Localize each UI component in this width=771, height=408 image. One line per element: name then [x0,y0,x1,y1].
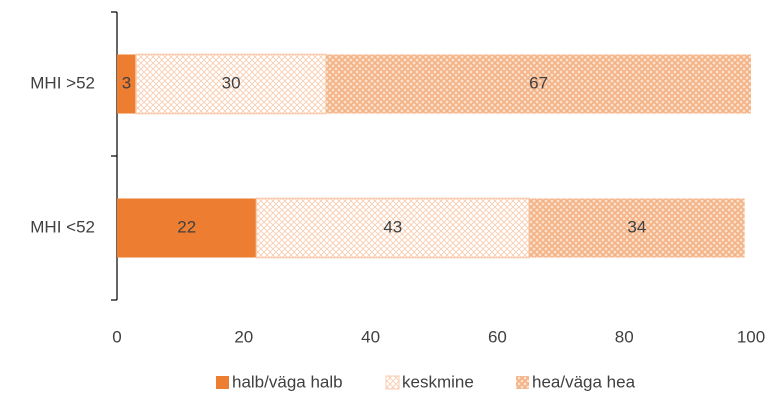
legend-swatch [516,376,529,389]
x-tick-label: 60 [488,327,507,346]
bar-segment [326,54,751,114]
data-label: 34 [627,217,646,236]
bar-segment [117,198,257,258]
y-tick-label: MHI <52 [30,217,95,236]
data-label: 3 [122,73,131,92]
legend-label: keskmine [402,372,474,391]
legend-swatch [216,376,229,389]
y-tick-label: MHI >52 [30,73,95,92]
x-tick-label: 20 [234,327,253,346]
legend-label: halb/väga halb [232,372,343,391]
x-tick-label: 0 [112,327,121,346]
legend-swatch [385,375,400,390]
bar-segment [117,54,137,114]
data-label: 67 [529,73,548,92]
data-label: 43 [383,217,402,236]
bar-segment [135,53,327,115]
x-tick-label: 100 [737,327,765,346]
data-label: 22 [177,217,196,236]
x-tick-label: 80 [615,327,634,346]
bar-segment [255,197,530,259]
bar-segment [529,198,745,258]
x-tick-label: 40 [361,327,380,346]
legend-label: hea/väga hea [532,372,636,391]
data-label: 30 [222,73,241,92]
